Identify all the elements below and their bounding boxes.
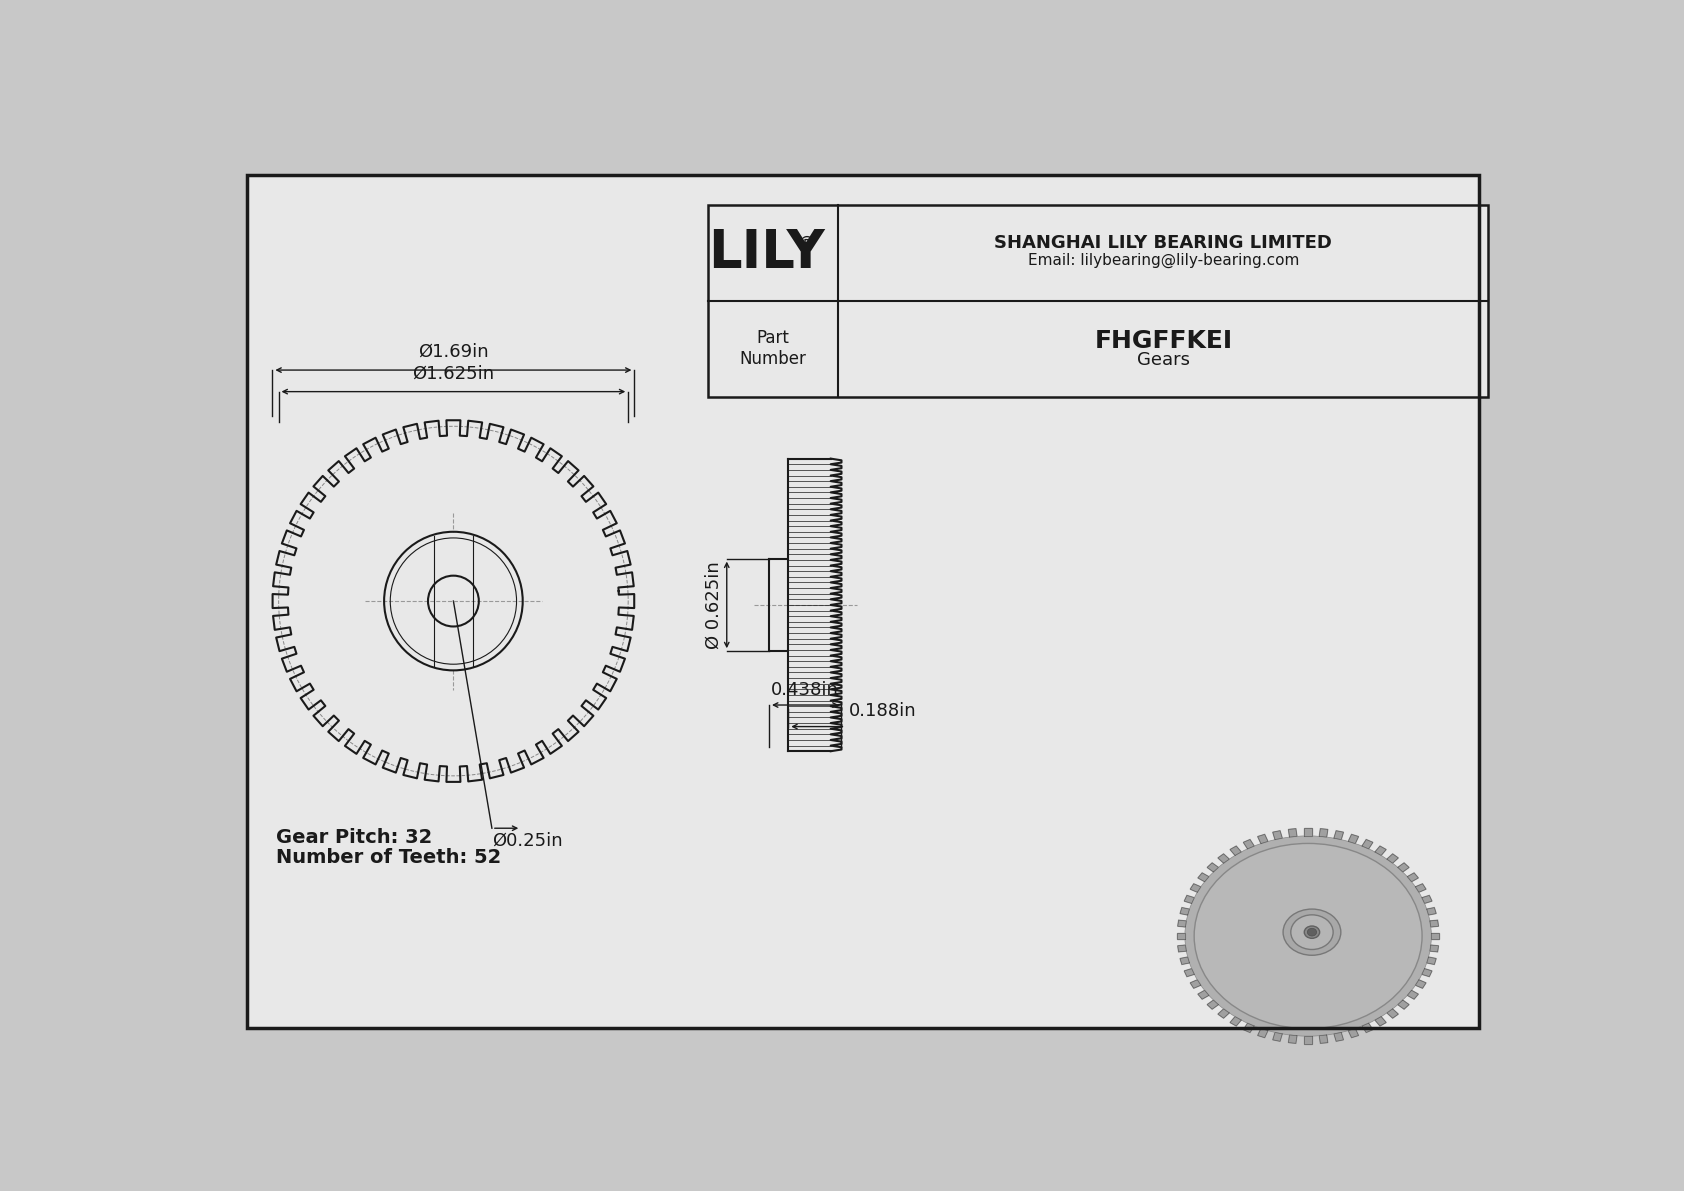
Polygon shape [1388, 1009, 1398, 1018]
Text: LILY: LILY [709, 226, 825, 279]
Polygon shape [1319, 829, 1327, 837]
Polygon shape [1305, 1036, 1312, 1043]
Polygon shape [1191, 884, 1201, 892]
Polygon shape [1334, 831, 1344, 840]
Polygon shape [1197, 991, 1209, 999]
Text: 0.188in: 0.188in [849, 703, 916, 721]
Polygon shape [1426, 958, 1436, 965]
Polygon shape [1218, 854, 1229, 863]
Polygon shape [1180, 958, 1189, 965]
Bar [707, 205, 1489, 397]
Ellipse shape [1186, 836, 1431, 1036]
Polygon shape [1177, 933, 1186, 939]
Polygon shape [1258, 835, 1268, 843]
Polygon shape [1229, 846, 1241, 855]
Text: Ø 0.625in: Ø 0.625in [706, 561, 722, 649]
Polygon shape [1191, 980, 1201, 989]
Polygon shape [1376, 846, 1386, 855]
Polygon shape [1243, 1023, 1255, 1033]
Polygon shape [1184, 896, 1194, 903]
Polygon shape [1273, 831, 1282, 840]
Polygon shape [1362, 1023, 1372, 1033]
Polygon shape [1207, 863, 1219, 872]
Ellipse shape [1194, 843, 1421, 1029]
Polygon shape [1416, 884, 1426, 892]
Polygon shape [1398, 1000, 1410, 1009]
Ellipse shape [1290, 915, 1334, 949]
Polygon shape [1376, 1017, 1386, 1025]
Text: Ø1.69in: Ø1.69in [418, 343, 488, 361]
Ellipse shape [1307, 928, 1317, 936]
Polygon shape [1408, 873, 1418, 881]
Polygon shape [1398, 863, 1410, 872]
Polygon shape [1416, 980, 1426, 989]
Polygon shape [1319, 1035, 1327, 1043]
Polygon shape [1362, 840, 1372, 849]
Polygon shape [1184, 968, 1194, 977]
Polygon shape [1207, 1000, 1219, 1009]
Polygon shape [1408, 991, 1418, 999]
Polygon shape [1177, 921, 1186, 927]
Polygon shape [1349, 1029, 1359, 1037]
Polygon shape [1177, 946, 1186, 952]
Polygon shape [1288, 1035, 1297, 1043]
Polygon shape [1258, 1029, 1268, 1037]
Text: Gears: Gears [1137, 350, 1191, 369]
Text: SHANGHAI LILY BEARING LIMITED: SHANGHAI LILY BEARING LIMITED [995, 235, 1332, 252]
Polygon shape [1430, 946, 1438, 952]
Polygon shape [1349, 835, 1359, 843]
Text: 0.438in: 0.438in [771, 681, 839, 699]
Polygon shape [1431, 933, 1438, 939]
Polygon shape [1305, 828, 1312, 836]
Polygon shape [1421, 968, 1431, 977]
Polygon shape [1197, 873, 1209, 881]
Text: Part
Number: Part Number [739, 330, 807, 368]
Polygon shape [1426, 908, 1436, 915]
Text: FHGFFKEI: FHGFFKEI [1095, 329, 1233, 354]
Polygon shape [1218, 1009, 1229, 1018]
Polygon shape [1273, 1033, 1282, 1041]
Polygon shape [1243, 840, 1255, 849]
Polygon shape [1430, 921, 1438, 927]
Text: ®: ® [798, 235, 815, 252]
Polygon shape [1180, 908, 1189, 915]
Ellipse shape [1305, 927, 1320, 939]
Ellipse shape [1283, 909, 1340, 955]
Text: Email: lilybearing@lily-bearing.com: Email: lilybearing@lily-bearing.com [1027, 252, 1298, 268]
Text: Ø0.25in: Ø0.25in [492, 833, 562, 850]
Polygon shape [1421, 896, 1431, 903]
Text: Ø1.625in: Ø1.625in [413, 364, 495, 382]
Text: Gear Pitch: 32: Gear Pitch: 32 [276, 828, 433, 847]
Text: Number of Teeth: 52: Number of Teeth: 52 [276, 848, 502, 867]
Polygon shape [1288, 829, 1297, 837]
Polygon shape [1334, 1033, 1344, 1041]
Polygon shape [1229, 1017, 1241, 1025]
Polygon shape [1388, 854, 1398, 863]
